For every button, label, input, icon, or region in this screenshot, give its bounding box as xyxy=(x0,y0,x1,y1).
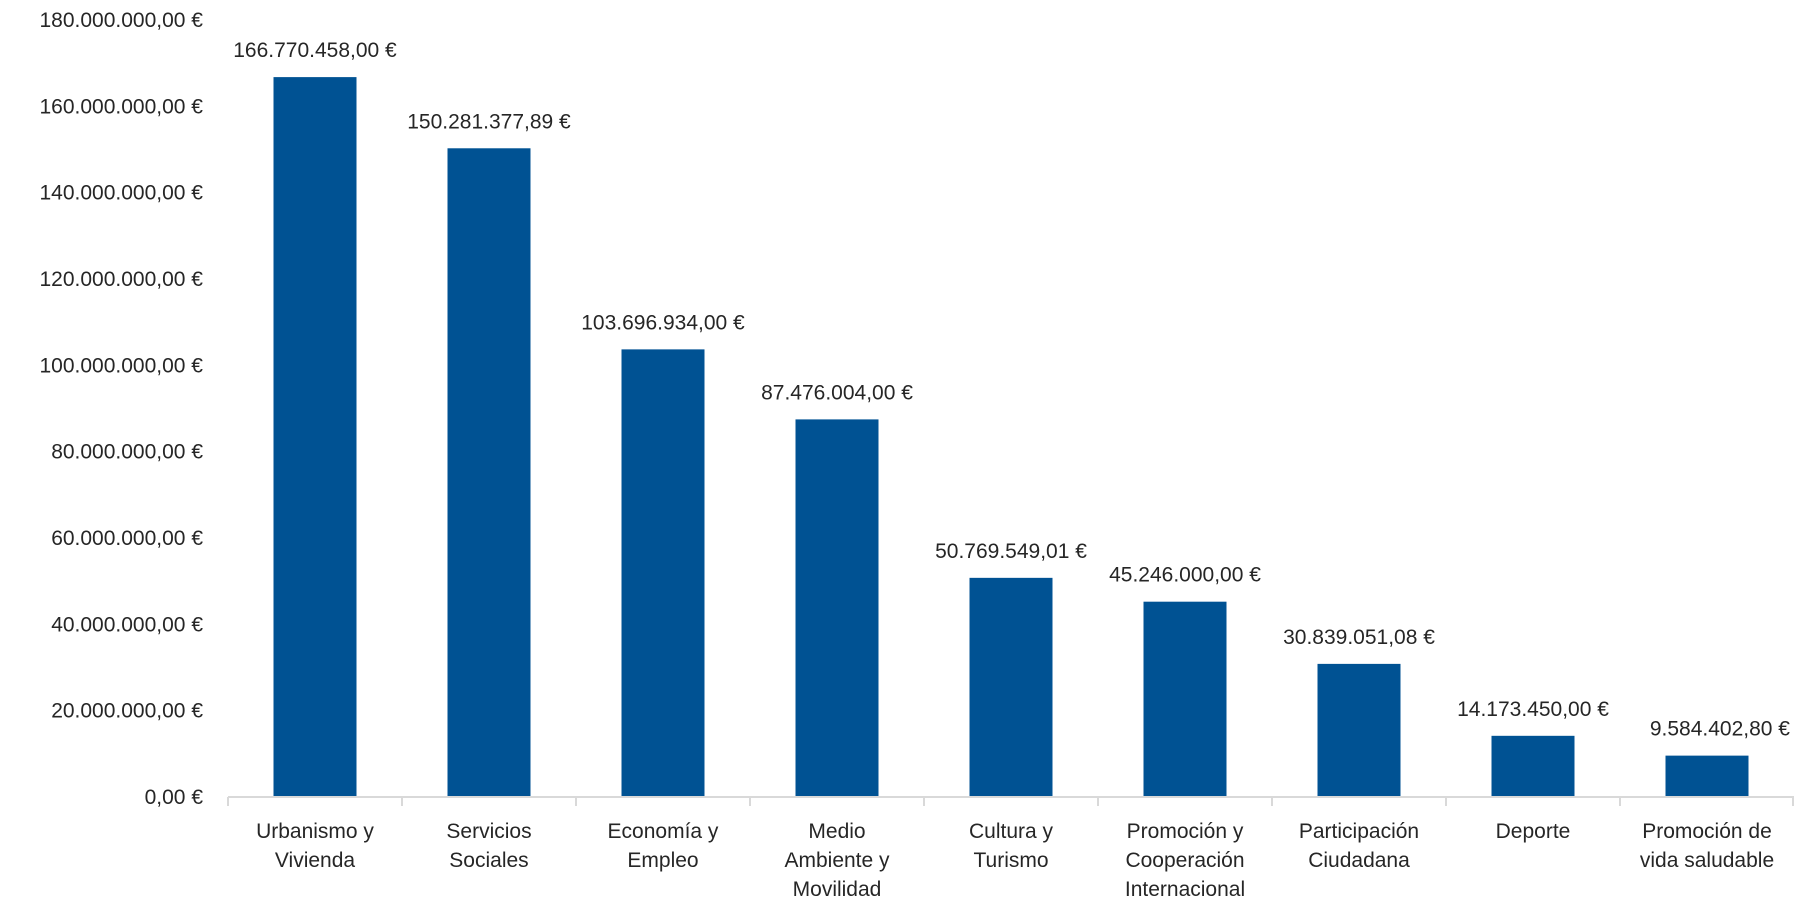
data-label: 87.476.004,00 € xyxy=(761,381,913,404)
category-label: Promoción de vida saludable xyxy=(1640,820,1774,872)
y-tick-label: 160.000.000,00 € xyxy=(40,95,204,118)
y-tick-label: 120.000.000,00 € xyxy=(40,268,204,291)
category-label: Deporte xyxy=(1496,820,1571,843)
category-label: Economía y Empleo xyxy=(608,820,719,872)
bar xyxy=(447,148,531,797)
category-label: Participación Ciudadana xyxy=(1299,820,1419,872)
y-tick-label: 20.000.000,00 € xyxy=(51,700,203,723)
bar xyxy=(795,419,879,797)
data-label: 45.246.000,00 € xyxy=(1109,564,1261,587)
y-tick-label: 140.000.000,00 € xyxy=(40,182,204,205)
data-label: 9.584.402,80 € xyxy=(1650,718,1790,741)
bar xyxy=(1317,663,1401,797)
category-label: Cultura y Turismo xyxy=(969,820,1054,872)
bar xyxy=(273,77,357,797)
bar-series xyxy=(273,77,1749,797)
category-label: Promoción y Cooperación Internacional xyxy=(1125,820,1245,899)
data-label: 50.769.549,01 € xyxy=(935,540,1087,563)
data-label: 166.770.458,00 € xyxy=(233,39,397,62)
y-tick-label: 0,00 € xyxy=(145,786,204,809)
bar xyxy=(969,577,1053,797)
y-tick-label: 40.000.000,00 € xyxy=(51,613,203,636)
y-tick-label: 180.000.000,00 € xyxy=(40,9,204,32)
y-tick-label: 60.000.000,00 € xyxy=(51,527,203,550)
data-label: 103.696.934,00 € xyxy=(581,311,745,334)
bar xyxy=(1491,735,1575,797)
bar xyxy=(1143,601,1227,797)
data-label: 14.173.450,00 € xyxy=(1457,698,1609,721)
category-label: Medio Ambiente y Movilidad xyxy=(784,820,890,899)
x-axis xyxy=(227,796,1794,806)
y-tick-label: 80.000.000,00 € xyxy=(51,441,203,464)
bar xyxy=(1665,755,1749,797)
category-label: Servicios Sociales xyxy=(446,820,531,872)
data-label: 150.281.377,89 € xyxy=(407,110,571,133)
data-labels: 166.770.458,00 € 150.281.377,89 € 103.696.… xyxy=(233,39,1790,741)
data-label: 30.839.051,08 € xyxy=(1283,626,1435,649)
bar xyxy=(621,349,705,797)
y-axis-tick-labels: 0,00 € 20.000.000,00 € 40.000.000,00 € 60.0… xyxy=(40,9,204,809)
y-tick-label: 100.000.000,00 € xyxy=(40,354,204,377)
category-label: Urbanismo y Vivienda xyxy=(256,820,374,872)
category-labels: Urbanismo y Vivienda Servicios Sociales Econ… xyxy=(256,820,1774,899)
